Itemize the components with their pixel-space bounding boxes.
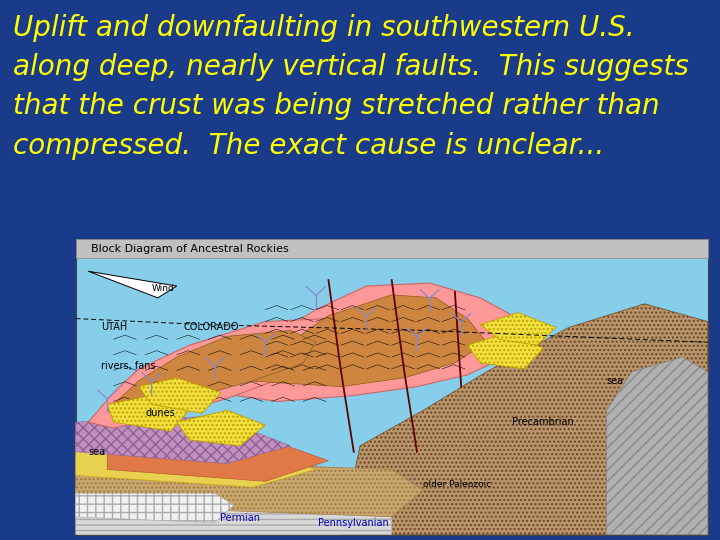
Text: Pennsylvanian: Pennsylvanian — [318, 518, 389, 528]
Text: Precambrian: Precambrian — [512, 417, 574, 427]
Bar — [76, 239, 708, 535]
Text: Permian: Permian — [220, 514, 260, 523]
Text: Uplift and downfaulting in southwestern U.S.: Uplift and downfaulting in southwestern … — [13, 14, 634, 42]
Text: dunes: dunes — [145, 408, 175, 418]
Polygon shape — [76, 458, 423, 517]
Text: COLORADO: COLORADO — [183, 322, 238, 333]
Polygon shape — [246, 295, 487, 387]
Text: UTAH: UTAH — [101, 322, 127, 333]
Polygon shape — [176, 410, 265, 446]
Polygon shape — [107, 330, 316, 410]
Text: sea: sea — [607, 376, 624, 386]
Polygon shape — [480, 313, 556, 345]
Polygon shape — [467, 333, 544, 369]
Polygon shape — [76, 493, 233, 523]
Text: older Paleozoic: older Paleozoic — [423, 480, 492, 489]
Polygon shape — [215, 283, 531, 401]
Bar — [71, 237, 712, 537]
Polygon shape — [89, 271, 176, 298]
Polygon shape — [76, 416, 291, 463]
Polygon shape — [89, 319, 354, 428]
Polygon shape — [107, 440, 328, 481]
Text: compressed.  The exact cause is unclear...: compressed. The exact cause is unclear..… — [13, 132, 604, 160]
Polygon shape — [607, 357, 708, 535]
Text: that the crust was being stretched rather than: that the crust was being stretched rathe… — [13, 92, 660, 120]
Polygon shape — [139, 378, 221, 413]
Text: Wind: Wind — [151, 285, 174, 293]
Polygon shape — [76, 434, 316, 487]
Text: Block Diagram of Ancestral Rockies: Block Diagram of Ancestral Rockies — [91, 244, 289, 254]
Text: rivers, fans: rivers, fans — [101, 361, 156, 371]
Polygon shape — [76, 487, 392, 535]
Polygon shape — [107, 395, 189, 431]
Text: along deep, nearly vertical faults.  This suggests: along deep, nearly vertical faults. This… — [13, 53, 689, 81]
Bar — [76, 239, 708, 258]
Text: sea: sea — [89, 447, 105, 457]
Polygon shape — [341, 304, 708, 535]
